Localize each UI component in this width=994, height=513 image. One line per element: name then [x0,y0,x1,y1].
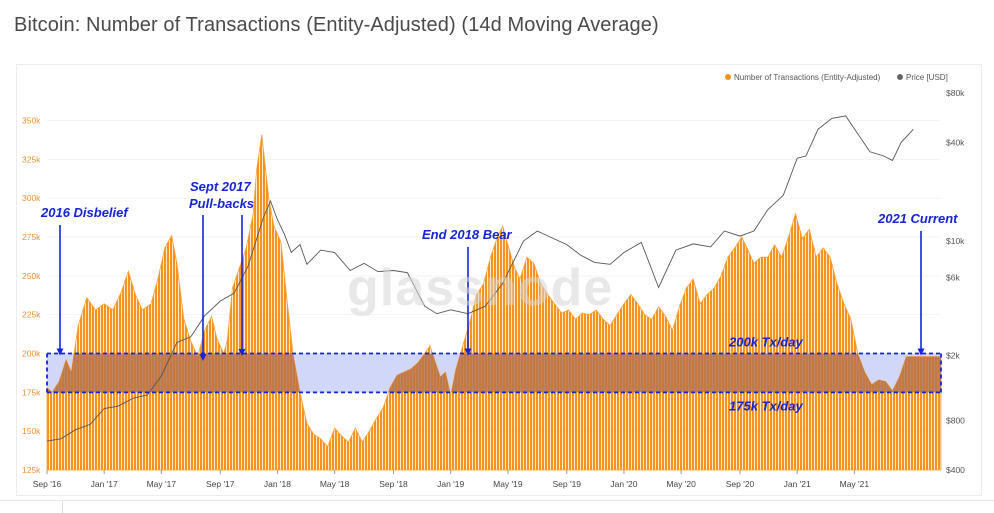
y-left-tick-label: 225k [22,310,41,320]
x-tick-label: Jan '21 [784,479,811,489]
legend-tx-swatch [725,74,731,80]
y-left-tick-label: 175k [22,387,41,397]
arrow-2021-head [917,348,925,356]
x-tick-label: May '17 [147,479,177,489]
x-tick-label: Sep '16 [33,479,62,489]
x-tick-label: Sep '20 [726,479,755,489]
arrow-sept2017-a-head [199,354,207,361]
y-left-tick-label: 150k [22,426,41,436]
y-right-tick-label: $10k [946,236,965,246]
legend-tx-label[interactable]: Number of Transactions (Entity-Adjusted) [734,73,881,82]
band-label-low: 175k Tx/day [729,398,803,413]
watermark: glassnode [347,259,613,317]
x-tick-label: May '19 [493,479,523,489]
annotation-pull-backs: Pull-backs [189,196,254,211]
y-right-tick-label: $400 [946,465,965,475]
y-left-tick-label: 350k [22,116,41,126]
price-line-series [46,115,914,442]
x-tick-label: Jan '19 [437,479,464,489]
y-left-tick-label: 300k [22,193,41,203]
y-right-tick-label: $40k [946,137,965,147]
page-title: Bitcoin: Number of Transactions (Entity-… [14,14,659,36]
legend-price-label[interactable]: Price [USD] [906,73,948,82]
annotation-2021-current: 2021 Current [877,211,958,226]
arrow-2016-head [56,348,64,356]
y-right-tick-label: $2k [946,350,960,360]
chart: 200k Tx/day 175k Tx/day 2016 Disbelief Sep… [22,73,965,489]
y-left-tick-label: 125k [22,465,41,475]
annotation-2016-disbelief: 2016 Disbelief [40,205,129,220]
divider [0,500,994,501]
y-left-tick-label: 200k [22,349,41,359]
annotation-end-2018-bear: End 2018 Bear [422,227,513,242]
arrow-sept2017-b-head [238,349,246,356]
x-tick-label: May '21 [840,479,870,489]
x-tick-label: Sep '18 [379,479,408,489]
x-tick-label: Sep '17 [206,479,235,489]
y-right-tick-label: $80k [946,88,965,98]
tx-area-band-overlay [47,353,941,393]
x-tick-label: Jan '17 [91,479,118,489]
y-left-tick-label: 325k [22,154,41,164]
divider-tick [62,501,63,513]
x-tick-label: Sep '19 [552,479,581,489]
x-tick-label: Jan '20 [610,479,637,489]
band-label-high: 200k Tx/day [728,335,803,350]
y-left-tick-label: 275k [22,232,41,242]
y-right-tick-label: $800 [946,416,965,426]
legend-price-swatch [897,74,903,80]
x-tick-label: Jan '18 [264,479,291,489]
annotation-sept-2017: Sept 2017 [190,179,251,194]
y-left-tick-label: 250k [22,271,41,281]
x-tick-label: May '18 [320,479,350,489]
x-tick-label: May '20 [666,479,696,489]
chart-container: 200k Tx/day 175k Tx/day 2016 Disbelief Sep… [16,64,982,496]
y-right-tick-label: $6k [946,272,960,282]
arrow-2018-head [464,348,472,356]
